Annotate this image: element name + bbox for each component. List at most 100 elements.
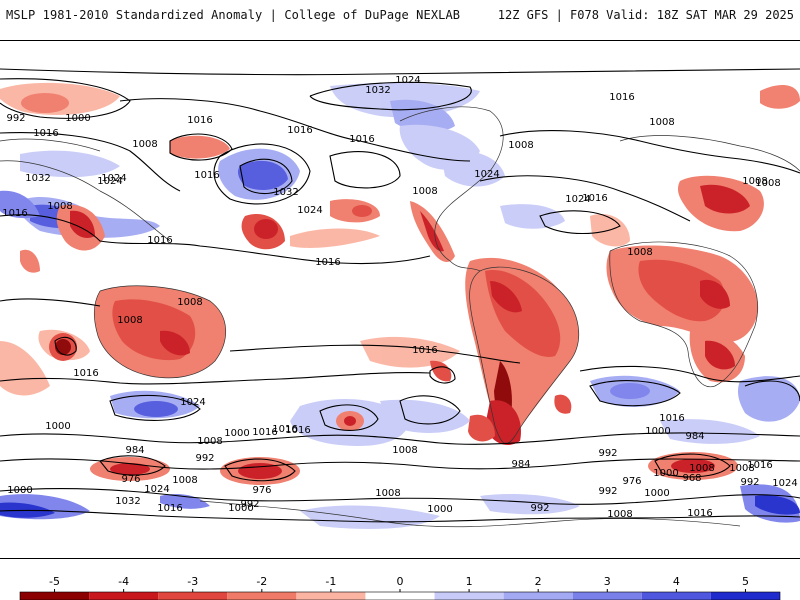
map-bottom-border (0, 558, 800, 559)
isobar-label: 1008 (755, 178, 780, 189)
isobar-label: 1008 (392, 445, 417, 456)
isobar-label: 1032 (115, 496, 140, 507)
isobar-label: 1016 (747, 460, 772, 471)
isobar-label: 1016 (659, 413, 684, 424)
isobar-label: 1024 (97, 176, 122, 187)
isobar-label: 1016 (33, 128, 58, 139)
isobar-label: 976 (121, 474, 140, 485)
colorbar-segment (227, 592, 297, 600)
model-valid-time: 12Z GFS | F078 Valid: 18Z SAT MAR 29 202… (497, 8, 794, 22)
isobar-label: 1000 (65, 113, 90, 124)
colorbar-segment (434, 592, 504, 600)
colorbar-tick-label: -4 (118, 575, 130, 588)
isobar-label: 1016 (349, 134, 374, 145)
isobar-label: 1008 (132, 139, 157, 150)
colorbar-segment (503, 592, 573, 600)
colorbar-tick-label: 1 (465, 575, 473, 588)
isobar-label: 1016 (287, 125, 312, 136)
colorbar-tick-label: -5 (49, 575, 61, 588)
isobar-label: 1008 (508, 140, 533, 151)
isobar-label: 1008 (627, 247, 652, 258)
isobar-label: 1032 (25, 173, 50, 184)
isobar-label: 1016 (609, 92, 634, 103)
isobar-label: 976 (252, 485, 271, 496)
isobar-label: 992 (740, 477, 759, 488)
isobar-label: 1016 (194, 170, 219, 181)
colorbar-segment (296, 592, 366, 600)
isobar-label: 1024 (101, 173, 126, 184)
isobar-label: 1008 (649, 117, 674, 128)
isobar-label: 1016 (412, 345, 437, 356)
colorbar-tick-label: 5 (741, 575, 749, 588)
colorbar-tick-label: -1 (325, 575, 337, 588)
isobar-label: 1008 (412, 186, 437, 197)
isobar-label: 992 (6, 113, 25, 124)
isobar-label: 1016 (157, 503, 182, 514)
colorbar-tick-label: 2 (534, 575, 542, 588)
colorbar-segment (572, 592, 642, 600)
isobar-label: 1008 (729, 463, 754, 474)
colorbar-tick-label: 0 (396, 575, 404, 588)
isobar-label: 1016 (73, 368, 98, 379)
isobars (0, 68, 800, 523)
isobar-label: 1008 (172, 475, 197, 486)
isobar-label: 984 (125, 445, 144, 456)
colorbar-tick-label: 4 (672, 575, 680, 588)
colorbar-segment (20, 592, 90, 600)
isobar-label: 1000 (45, 421, 70, 432)
isobar-label: 1024 (395, 75, 420, 86)
isobar-label: 1008 (689, 463, 714, 474)
isobar-label: 1016 (147, 235, 172, 246)
isobar-label: 1016 (687, 508, 712, 519)
colorbar-tick-label: 3 (603, 575, 611, 588)
isobar-label: 1008 (177, 297, 202, 308)
header-divider (0, 40, 800, 41)
isobar-label: 992 (195, 453, 214, 464)
isobar-label: 1000 (427, 504, 452, 515)
colorbar-segment (89, 592, 159, 600)
isobar-label: 1008 (47, 201, 72, 212)
isobar-label: 1016 (315, 257, 340, 268)
isobar-label: 1008 (117, 315, 142, 326)
isobar-label: 1032 (365, 85, 390, 96)
isobar-label: 1000 (224, 428, 249, 439)
isobar-label: 1016 (252, 427, 277, 438)
anomaly-colorbar: -5 -4 -3 -2 -1 0 1 2 3 4 5 (0, 570, 800, 600)
isobar-label: 1000 (228, 503, 253, 514)
isobar-label: 1008 (607, 509, 632, 520)
isobar-label: 992 (598, 448, 617, 459)
map-title: MSLP 1981-2010 Standardized Anomaly | Co… (6, 8, 461, 22)
isobar-label: 1000 (7, 485, 32, 496)
isobar-label: 1008 (197, 436, 222, 447)
isobar-label: 976 (622, 476, 641, 487)
isobar-label: 992 (530, 503, 549, 514)
isobar-label: 1024 (565, 194, 590, 205)
isobar-label: 1016 (187, 115, 212, 126)
isobar-label: 1024 (772, 478, 797, 489)
isobar-label: 1024 (474, 169, 499, 180)
colorbar-segment (158, 592, 228, 600)
isobar-label: 1016 (272, 424, 297, 435)
isobar-label: 1032 (273, 187, 298, 198)
colorbar-segment (641, 592, 711, 600)
isobar-label: 1024 (144, 484, 169, 495)
isobar-label: 1016 (2, 208, 27, 219)
isobar-label: 1000 (644, 488, 669, 499)
colorbar-segment (710, 592, 780, 600)
isobar-label: 1000 (645, 426, 670, 437)
isobar-label: 992 (240, 499, 259, 510)
isobar-label: 1024 (297, 205, 322, 216)
colorbar-tick-label: -3 (187, 575, 199, 588)
isobar-label: 1016 (285, 425, 310, 436)
isobar-label: 968 (682, 473, 701, 484)
colorbar-segment (365, 592, 435, 600)
header-bar: MSLP 1981-2010 Standardized Anomaly | Co… (0, 0, 800, 40)
isobar-label: 984 (511, 459, 530, 470)
isobar-label: 1008 (375, 488, 400, 499)
colorbar-graphic (19, 589, 781, 600)
isobar-label: 984 (685, 431, 704, 442)
isobar-label: 1024 (180, 397, 205, 408)
isobar-label: 1000 (653, 468, 678, 479)
